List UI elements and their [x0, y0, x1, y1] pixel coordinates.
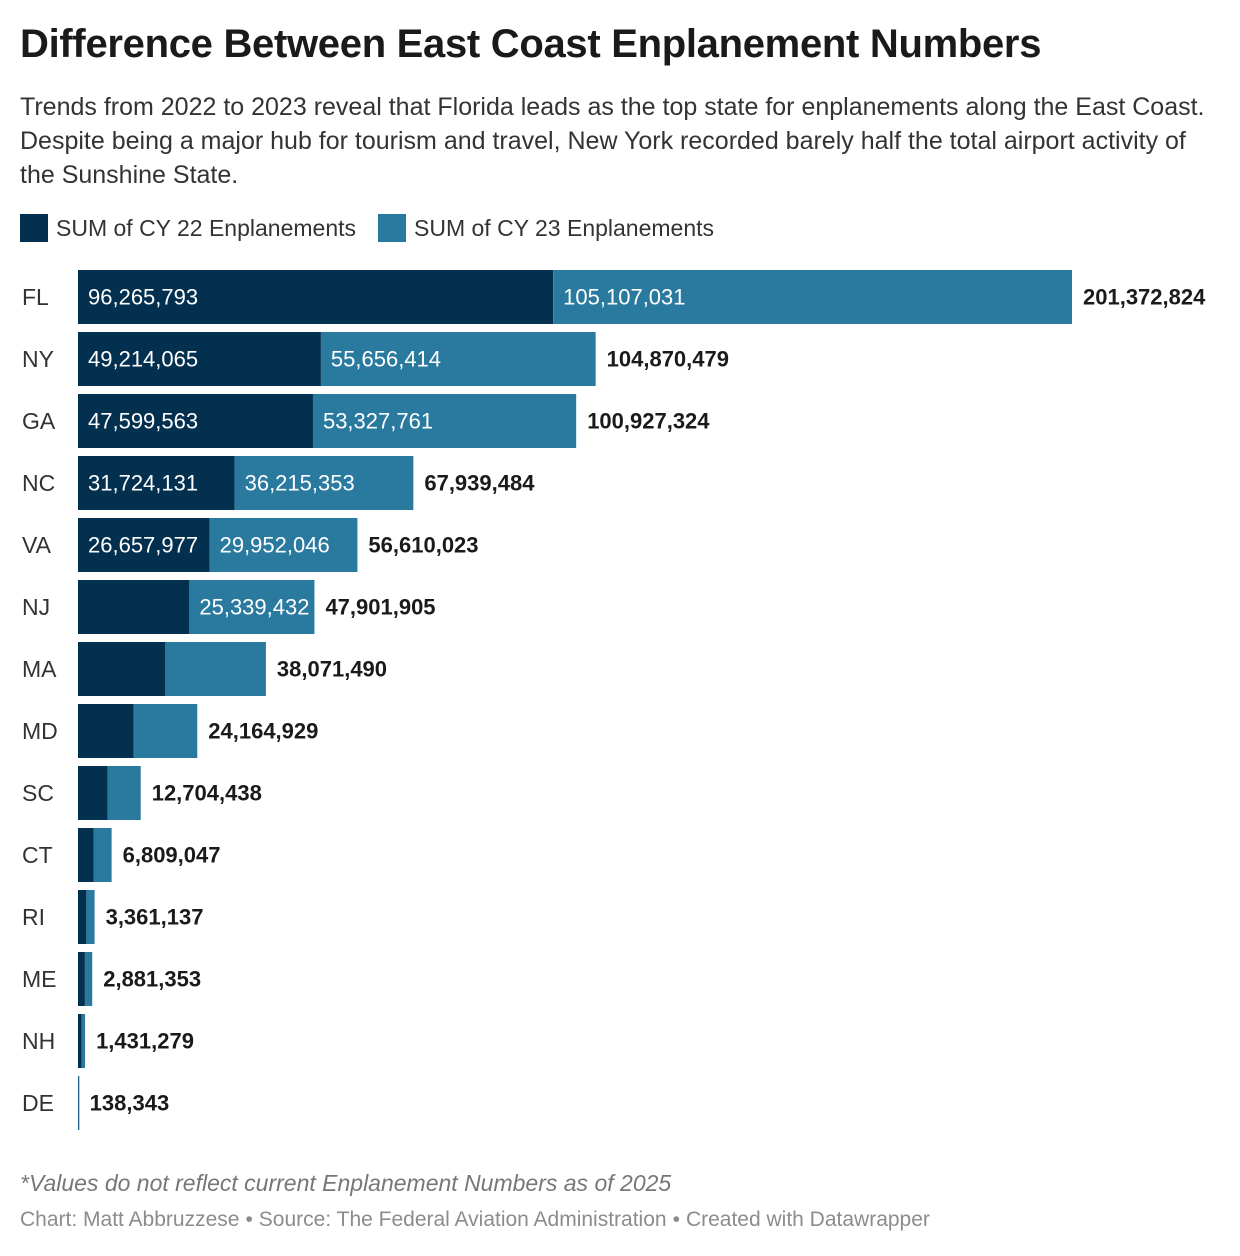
category-label: MD [22, 718, 58, 744]
bar-total-label: 12,704,438 [152, 781, 262, 806]
bar-chart: FL 96,265,793 105,107,031 201,372,824 NY 49,2… [22, 270, 1206, 1130]
bar-segment-cy22 [78, 580, 190, 634]
chart-legend: SUM of CY 22 Enplanements SUM of CY 23 E… [20, 214, 714, 242]
bar-total-label: 138,343 [90, 1091, 170, 1116]
bar-segment-cy23 [86, 890, 95, 944]
legend-item-cy23: SUM of CY 23 Enplanements [378, 214, 714, 242]
bar-total-label: 47,901,905 [325, 595, 435, 620]
legend-label-cy22: SUM of CY 22 Enplanements [56, 214, 357, 241]
bar-total-label: 67,939,484 [424, 471, 535, 496]
bar-value-label: 49,214,065 [88, 347, 198, 372]
bar-total-label: 6,809,047 [123, 843, 221, 868]
bar-value-label: 36,215,353 [245, 471, 355, 496]
bar-segment-cy22 [78, 890, 87, 944]
bar-segment-cy22 [78, 642, 166, 696]
bar-value-label: 105,107,031 [563, 285, 685, 310]
bar-total-label: 104,870,479 [607, 347, 729, 372]
bar-segment-cy23 [312, 394, 577, 448]
legend-label-cy23: SUM of CY 23 Enplanements [414, 214, 715, 241]
category-label: NY [22, 346, 54, 372]
category-label: NC [22, 470, 55, 496]
bar-total-label: 38,071,490 [277, 657, 387, 682]
bar-value-label: 53,327,761 [323, 409, 433, 434]
bar-segment-cy23 [553, 270, 1072, 324]
bar-value-label: 96,265,793 [88, 285, 198, 310]
bar-value-label: 26,657,977 [88, 533, 198, 558]
category-label: GA [22, 408, 56, 434]
category-label: VA [22, 532, 52, 558]
category-label: MA [22, 656, 57, 682]
bar-value-label: 31,724,131 [88, 471, 198, 496]
category-label: ME [22, 966, 57, 992]
footer-source: Source: The Federal Aviation Administrat… [258, 1208, 667, 1231]
bar-segment-cy22 [78, 518, 210, 572]
legend-swatch-cy23 [378, 214, 407, 242]
bar-total-label: 100,927,324 [587, 409, 710, 434]
bar-value-label: 25,339,432 [199, 595, 309, 620]
category-label: NJ [22, 594, 50, 620]
category-label: RI [22, 904, 45, 930]
chart-footer: Chart: Matt Abbruzzese • Source: The Fed… [20, 1208, 930, 1232]
chart-area: FL 96,265,793 105,107,031 201,372,824 NY 49,2… [0, 262, 1240, 1142]
bar-segment-cy22 [78, 828, 94, 882]
bar-segment-cy23 [234, 456, 414, 510]
bar-segment-cy23 [93, 828, 112, 882]
legend-item-cy22: SUM of CY 22 Enplanements [20, 214, 356, 242]
bar-segment-cy23 [107, 766, 141, 820]
bar-total-label: 201,372,824 [1083, 285, 1206, 310]
category-label: CT [22, 842, 53, 868]
category-label: SC [22, 780, 54, 806]
bar-segment-cy22 [78, 332, 321, 386]
bar-segment-cy22 [78, 952, 85, 1006]
bar-segment-cy23 [133, 704, 198, 758]
bar-segment-cy23 [189, 580, 315, 634]
bar-segment-cy22 [78, 270, 554, 324]
bar-value-label: 29,952,046 [220, 533, 330, 558]
bar-segment-cy22 [78, 456, 235, 510]
bar-total-label: 56,610,023 [368, 533, 478, 558]
chart-subtitle: Trends from 2022 to 2023 reveal that Flo… [20, 93, 1205, 189]
bar-segment-cy23 [78, 1076, 80, 1130]
bar-value-label: 55,656,414 [331, 347, 441, 372]
chart-note: *Values do not reflect current Enplaneme… [20, 1170, 672, 1196]
category-label: DE [22, 1090, 54, 1116]
bar-total-label: 3,361,137 [106, 905, 204, 930]
category-label: NH [22, 1028, 55, 1054]
footer-separator: • [672, 1208, 680, 1231]
footer-tool: Created with Datawrapper [685, 1208, 930, 1231]
bar-segment-cy23 [209, 518, 358, 572]
bar-segment-cy23 [320, 332, 596, 386]
legend-swatch-cy22 [20, 214, 48, 242]
footer-separator: • [245, 1208, 253, 1231]
footer-credit: Chart: Matt Abbruzzese [20, 1208, 240, 1231]
bar-segment-cy23 [84, 952, 93, 1006]
bar-segment-cy22 [78, 1014, 82, 1068]
bar-total-label: 1,431,279 [96, 1029, 194, 1054]
chart-title: Difference Between East Coast Enplanemen… [20, 22, 1042, 66]
bar-segment-cy23 [165, 642, 266, 696]
category-label: FL [22, 284, 49, 310]
bar-value-label: 47,599,563 [88, 409, 198, 434]
bar-segment-cy22 [78, 704, 134, 758]
bar-total-label: 24,164,929 [208, 719, 318, 744]
bar-segment-cy23 [81, 1014, 86, 1068]
bar-total-label: 2,881,353 [103, 967, 201, 992]
bar-segment-cy22 [78, 394, 313, 448]
bar-segment-cy22 [78, 766, 108, 820]
